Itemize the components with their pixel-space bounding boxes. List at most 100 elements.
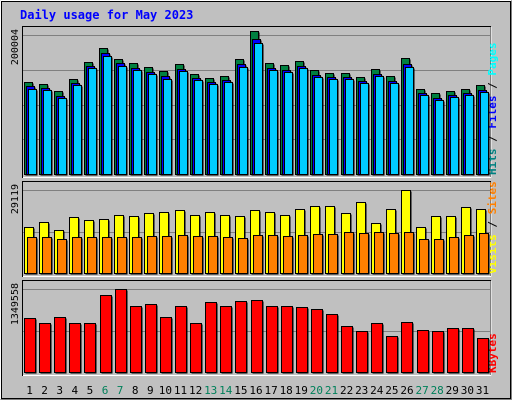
x-tick-label-day-1: 1 xyxy=(26,384,33,397)
sites-bar-day-7 xyxy=(117,237,127,274)
x-tick-label-day-16: 16 xyxy=(249,384,262,397)
panel-max-value-label: 29119 xyxy=(10,184,21,214)
pages-bar-day-15 xyxy=(239,67,248,175)
x-tick-label-day-12: 12 xyxy=(189,384,202,397)
kbytes-bar-day-13 xyxy=(205,302,217,373)
frame-outline xyxy=(1,1,511,399)
kbytes-bar-day-11 xyxy=(175,306,187,373)
kbytes-bar-day-15 xyxy=(235,301,247,373)
kbytes-bar-day-29 xyxy=(447,328,459,373)
pages-bar-day-24 xyxy=(375,76,384,175)
pages-bar-day-1 xyxy=(28,89,37,175)
sites-bar-day-20 xyxy=(313,234,323,274)
sites-bar-day-21 xyxy=(328,234,338,274)
sites-bar-day-29 xyxy=(449,237,459,274)
sites-bar-day-19 xyxy=(298,235,308,274)
pages-bar-day-17 xyxy=(269,70,278,175)
kbytes-bar-day-24 xyxy=(371,323,383,373)
x-tick-label-day-22: 22 xyxy=(340,384,353,397)
legend-text-3: Sites xyxy=(486,181,499,214)
x-tick-label-day-19: 19 xyxy=(295,384,308,397)
kbytes-bar-day-27 xyxy=(417,330,429,373)
x-tick-label-day-14: 14 xyxy=(219,384,233,397)
kbytes-bar-day-4 xyxy=(69,323,81,373)
sites-bar-day-30 xyxy=(464,235,474,274)
kbytes-bar-day-3 xyxy=(54,317,66,373)
sites-bar-day-3 xyxy=(57,239,67,274)
kbytes-bar-day-12 xyxy=(190,323,202,373)
kbytes-bar-day-20 xyxy=(311,309,323,373)
x-tick-label-day-4: 4 xyxy=(71,384,78,397)
sites-bar-day-1 xyxy=(27,237,37,274)
sites-bar-day-18 xyxy=(283,236,293,274)
sites-bar-day-16 xyxy=(253,235,263,274)
panel-max-value-label: 200004 xyxy=(10,29,21,65)
pages-bar-day-8 xyxy=(133,70,142,175)
sites-bar-day-23 xyxy=(359,233,369,274)
pages-bar-day-19 xyxy=(299,68,308,175)
sites-bar-day-26 xyxy=(404,232,414,274)
sites-bar-day-27 xyxy=(419,239,429,274)
x-tick-label-day-3: 3 xyxy=(56,384,63,397)
x-axis-day-labels: 1 2 3 4 5 6 7 8 9 10 11 12 13 14 15 16 17 18 19 20 21 22 23 24 2… xyxy=(26,384,489,397)
x-tick-label-day-29: 29 xyxy=(446,384,459,397)
pages-bar-day-20 xyxy=(314,77,323,175)
x-tick-label-day-21: 21 xyxy=(325,384,338,397)
legend-text-5: Pages xyxy=(486,43,499,76)
pages-bar-day-30 xyxy=(465,95,474,175)
kbytes-bar-day-18 xyxy=(281,306,293,373)
sites-bar-day-5 xyxy=(87,237,97,274)
sites-bar-day-6 xyxy=(102,237,112,274)
pages-bar-day-7 xyxy=(118,66,127,175)
pages-bar-day-25 xyxy=(390,83,399,175)
kbytes-bar-day-28 xyxy=(432,331,444,373)
kbytes-bar-day-16 xyxy=(251,300,263,373)
sites-bar-day-10 xyxy=(162,236,172,274)
sites-bar-day-25 xyxy=(389,233,399,274)
panel-max-value-label: 1349558 xyxy=(10,283,21,325)
pages-bar-day-9 xyxy=(148,74,157,175)
x-tick-label-day-18: 18 xyxy=(280,384,293,397)
sites-bar-day-12 xyxy=(193,236,203,274)
kbytes-bar-day-2 xyxy=(39,323,51,373)
sites-bar-day-2 xyxy=(42,237,52,274)
x-tick-label-day-27: 27 xyxy=(415,384,428,397)
x-tick-label-day-10: 10 xyxy=(159,384,172,397)
x-tick-label-day-5: 5 xyxy=(87,384,94,397)
chart-title: Daily usage for May 2023 xyxy=(20,8,193,22)
sites-bar-day-14 xyxy=(223,237,233,274)
x-tick-label-day-31: 31 xyxy=(476,384,489,397)
pages-bar-day-28 xyxy=(435,100,444,175)
pages-bar-day-6 xyxy=(103,56,112,175)
kbytes-bar-day-30 xyxy=(462,328,474,373)
sites-bar-day-8 xyxy=(132,237,142,274)
sites-bar-day-9 xyxy=(147,236,157,274)
sites-bar-day-15 xyxy=(238,238,248,274)
pages-bar-day-13 xyxy=(209,84,218,175)
x-tick-label-day-25: 25 xyxy=(385,384,398,397)
x-tick-label-day-20: 20 xyxy=(310,384,323,397)
kbytes-bar-day-1 xyxy=(24,318,36,373)
kbytes-bar-day-10 xyxy=(160,317,172,373)
kbytes-bar-day-5 xyxy=(84,323,96,373)
kbytes-bar-day-25 xyxy=(386,336,398,373)
x-tick-label-day-30: 30 xyxy=(461,384,474,397)
pages-bar-day-11 xyxy=(179,71,188,175)
x-tick-label-day-15: 15 xyxy=(234,384,247,397)
x-tick-label-day-13: 13 xyxy=(204,384,217,397)
pages-bar-day-21 xyxy=(329,79,338,175)
pages-bar-day-31 xyxy=(480,92,489,175)
kbytes-bar-day-6 xyxy=(100,295,112,373)
kbytes-bar-day-8 xyxy=(130,306,142,373)
legend-text-4: / xyxy=(486,76,499,96)
pages-bar-day-22 xyxy=(345,79,354,175)
pages-bar-day-4 xyxy=(73,85,82,175)
sites-bar-day-4 xyxy=(72,237,82,274)
kbytes-bar-day-26 xyxy=(401,322,413,373)
x-tick-label-day-28: 28 xyxy=(431,384,444,397)
x-tick-label-day-9: 9 xyxy=(147,384,154,397)
